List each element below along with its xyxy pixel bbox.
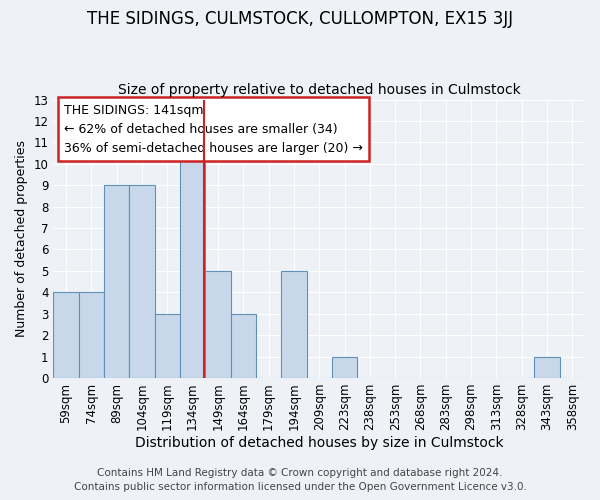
Text: Contains HM Land Registry data © Crown copyright and database right 2024.
Contai: Contains HM Land Registry data © Crown c… [74,468,526,492]
Bar [281,271,307,378]
Bar [180,142,205,378]
Bar [104,185,130,378]
Y-axis label: Number of detached properties: Number of detached properties [15,140,28,338]
Bar [205,271,230,378]
Bar [332,356,357,378]
Bar [53,292,79,378]
Bar [155,314,180,378]
Bar [230,314,256,378]
Text: THE SIDINGS, CULMSTOCK, CULLOMPTON, EX15 3JJ: THE SIDINGS, CULMSTOCK, CULLOMPTON, EX15… [87,10,513,28]
X-axis label: Distribution of detached houses by size in Culmstock: Distribution of detached houses by size … [135,436,503,450]
Bar [79,292,104,378]
Title: Size of property relative to detached houses in Culmstock: Size of property relative to detached ho… [118,83,521,97]
Text: THE SIDINGS: 141sqm
← 62% of detached houses are smaller (34)
36% of semi-detach: THE SIDINGS: 141sqm ← 62% of detached ho… [64,104,363,154]
Bar [535,356,560,378]
Bar [130,185,155,378]
